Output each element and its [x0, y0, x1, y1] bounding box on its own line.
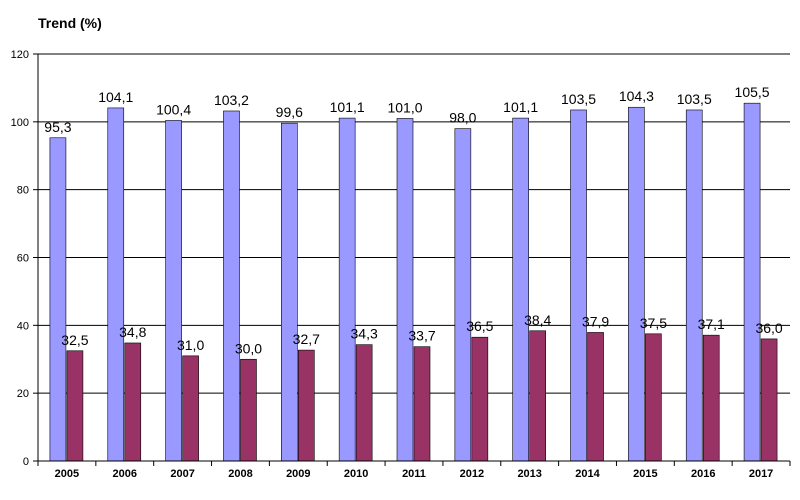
data-label: 99,6 — [276, 104, 303, 120]
data-label: 33,7 — [408, 328, 435, 344]
data-label: 104,1 — [98, 89, 133, 105]
bar — [645, 333, 662, 462]
bar — [223, 110, 240, 462]
bar — [512, 117, 529, 462]
bar — [240, 358, 257, 462]
data-label: 104,3 — [619, 88, 654, 104]
y-tick-label: 20 — [17, 388, 29, 400]
bar — [628, 106, 645, 462]
bar — [355, 344, 373, 462]
bar — [685, 109, 703, 462]
data-label: 101,1 — [503, 99, 538, 115]
data-label: 38,4 — [524, 312, 551, 328]
x-tick-label: 2015 — [633, 468, 657, 480]
bar — [396, 118, 414, 462]
x-tick-label: 2011 — [402, 468, 426, 480]
y-tick-label: 60 — [17, 253, 29, 265]
y-tick-label: 100 — [11, 117, 29, 129]
data-label: 100,4 — [156, 101, 191, 117]
bar — [165, 120, 182, 462]
x-tick-label: 2016 — [691, 468, 715, 480]
x-tick-label: 2013 — [517, 468, 541, 480]
bar — [281, 122, 298, 462]
bar — [413, 346, 431, 462]
data-label: 32,7 — [293, 331, 320, 347]
bar — [570, 109, 587, 462]
x-tick-label: 2009 — [286, 468, 310, 480]
data-label: 34,3 — [351, 326, 378, 342]
bar — [182, 355, 199, 462]
y-tick-label: 120 — [11, 49, 29, 61]
data-label: 31,0 — [177, 337, 204, 353]
bar — [66, 350, 84, 462]
data-label: 37,5 — [640, 315, 667, 331]
data-label: 37,1 — [698, 316, 725, 332]
x-tick-label: 2014 — [575, 468, 600, 480]
data-label: 32,5 — [61, 332, 88, 348]
bar — [471, 336, 489, 462]
bar — [760, 338, 778, 462]
bar — [49, 137, 67, 462]
data-label: 34,8 — [119, 324, 146, 340]
y-tick-label: 40 — [17, 320, 29, 332]
y-tick-label: 80 — [17, 185, 29, 197]
x-tick-label: 2007 — [170, 468, 194, 480]
bar — [298, 349, 315, 462]
bar — [107, 107, 125, 462]
bar — [124, 342, 142, 462]
data-label: 101,0 — [387, 99, 422, 115]
chart-title: Trend (%) — [38, 15, 102, 31]
x-tick-label: 2012 — [460, 468, 484, 480]
x-tick-label: 2010 — [344, 468, 368, 480]
x-tick-label: 2008 — [228, 468, 252, 480]
data-label: 95,3 — [44, 119, 71, 135]
bar — [454, 128, 472, 462]
data-label: 103,2 — [214, 92, 249, 108]
data-label: 37,9 — [582, 313, 609, 329]
data-label: 36,0 — [755, 320, 782, 336]
bar — [338, 117, 356, 462]
data-label: 101,1 — [330, 99, 365, 115]
x-tick-label: 2017 — [749, 468, 773, 480]
x-tick-label: 2006 — [113, 468, 137, 480]
bar — [702, 334, 720, 462]
bar — [743, 102, 761, 462]
x-tick-label: 2005 — [55, 468, 79, 480]
data-label: 103,5 — [677, 91, 712, 107]
data-label: 98,0 — [449, 110, 476, 126]
y-tick-label: 0 — [23, 456, 29, 468]
bar — [529, 330, 546, 462]
data-label: 105,5 — [735, 84, 770, 100]
data-label: 36,5 — [466, 318, 493, 334]
bar — [587, 332, 604, 462]
data-label: 103,5 — [561, 91, 596, 107]
data-label: 30,0 — [235, 340, 262, 356]
